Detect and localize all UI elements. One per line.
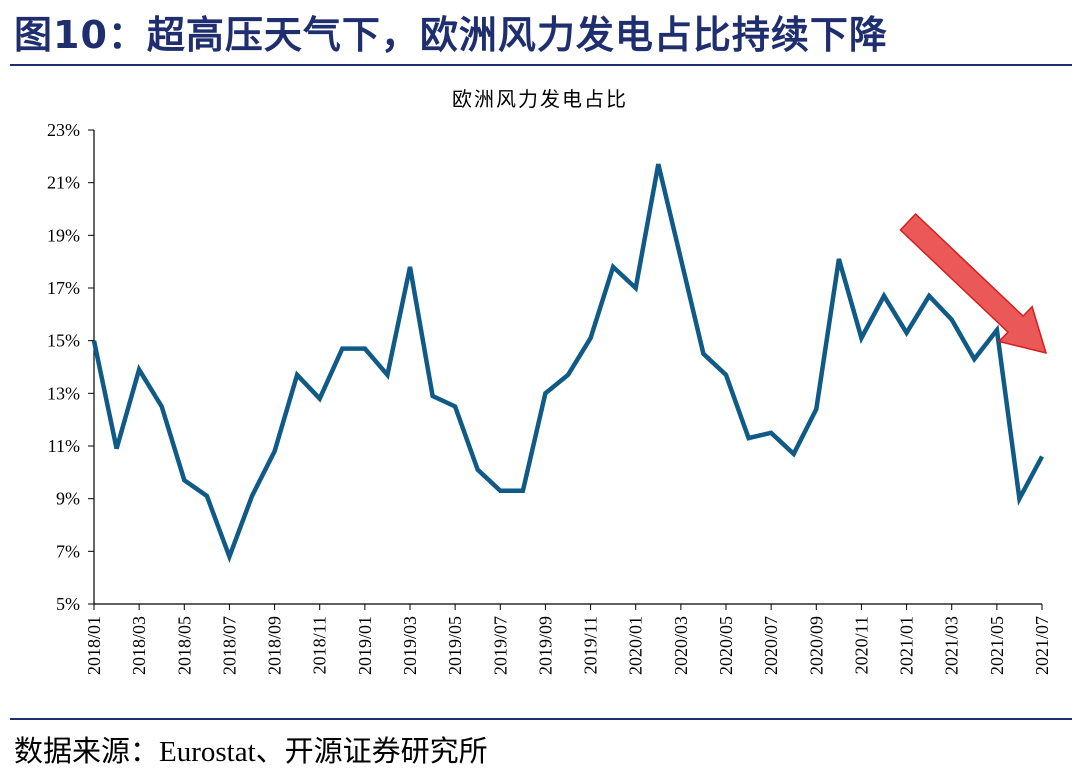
top-rule	[10, 64, 1072, 66]
x-tick-label: 2021/01	[897, 616, 917, 675]
y-tick-label: 17%	[47, 278, 80, 298]
x-tick-label: 2021/05	[987, 616, 1007, 675]
y-tick-label: 9%	[56, 489, 80, 509]
x-tick-label: 2018/05	[174, 616, 194, 675]
y-tick-label: 5%	[56, 594, 80, 614]
y-tick-label: 23%	[47, 120, 80, 140]
x-tick-label: 2020/01	[626, 616, 646, 675]
x-axis: 2018/01 2018/03 2018/05 2018/07 2018/09 2018/…	[84, 603, 1052, 675]
x-tick-label: 2021/07	[1032, 616, 1052, 675]
x-tick-label: 2018/09	[265, 616, 285, 675]
x-tick-label: 2019/07	[490, 616, 510, 675]
x-tick-label: 2019/01	[355, 616, 375, 675]
x-tick-label: 2019/09	[535, 616, 555, 675]
bottom-rule	[10, 718, 1072, 720]
y-tick-label: 13%	[47, 383, 80, 403]
x-tick-label: 2020/03	[671, 616, 691, 675]
source-note: 数据来源：Eurostat、开源证券研究所	[14, 736, 488, 768]
line-chart: 欧洲风力发电占比 5% 7% 9% 11% 13% 15% 17% 19% 21% 23% 201…	[47, 87, 1052, 675]
chart-title: 欧洲风力发电占比	[452, 87, 628, 111]
series-line	[91, 163, 1044, 564]
x-tick-label: 2019/11	[581, 616, 601, 674]
x-tick-label: 2020/05	[716, 616, 736, 675]
x-tick-label: 2018/11	[310, 616, 330, 674]
x-tick-label: 2018/03	[129, 616, 149, 675]
x-tick-label: 2020/11	[851, 616, 871, 674]
y-tick-label: 19%	[47, 225, 80, 245]
x-tick-label: 2019/03	[400, 616, 420, 675]
down-arrow-icon	[899, 212, 1048, 355]
x-tick-label: 2018/01	[84, 616, 104, 675]
figure-heading: 图10：超高压天气下，欧洲风力发电占比持续下降	[14, 13, 888, 57]
x-tick-label: 2018/07	[219, 616, 239, 675]
y-axis: 5% 7% 9% 11% 13% 15% 17% 19% 21% 23%	[47, 120, 95, 614]
y-tick-label: 7%	[56, 541, 80, 561]
series-layer	[91, 163, 1044, 564]
y-tick-label: 11%	[48, 436, 80, 456]
x-tick-label: 2021/03	[942, 616, 962, 675]
x-tick-label: 2020/09	[806, 616, 826, 675]
x-tick-label: 2019/05	[445, 616, 465, 675]
x-tick-label: 2020/07	[761, 616, 781, 675]
y-tick-label: 15%	[47, 331, 80, 351]
y-tick-label: 21%	[47, 173, 80, 193]
annotation-layer	[899, 212, 1048, 355]
